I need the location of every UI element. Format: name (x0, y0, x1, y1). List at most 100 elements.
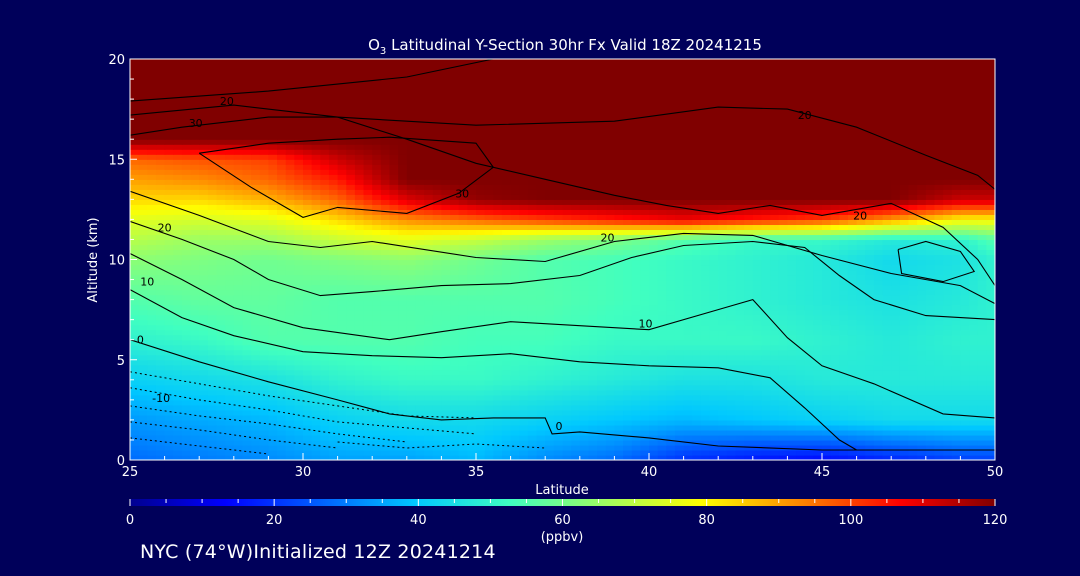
heat-cell (752, 379, 763, 386)
heat-cell (510, 264, 520, 271)
heat-cell (977, 359, 987, 366)
heat-cell (173, 354, 183, 361)
heat-cell (562, 334, 572, 341)
heat-cell (320, 339, 330, 346)
heat-cell (908, 289, 918, 296)
heat-cell (173, 389, 183, 396)
heat-cell (303, 334, 313, 341)
heat-cell (735, 279, 745, 286)
heat-cell (190, 269, 200, 276)
heat-cell (692, 224, 702, 231)
heat-cell (328, 239, 339, 246)
heat-cell (657, 239, 667, 246)
heat-cell (891, 234, 901, 241)
heat-cell (891, 299, 901, 306)
heat-cell (631, 254, 641, 261)
heat-cell (233, 429, 244, 436)
heat-cell (597, 389, 607, 396)
heat-cell (155, 359, 166, 366)
heat-cell (320, 224, 330, 231)
heat-cell (458, 319, 468, 326)
heat-cell (311, 449, 321, 456)
heat-cell (328, 429, 339, 436)
heat-cell (796, 249, 806, 256)
heat-cell (493, 379, 503, 386)
heat-cell (943, 294, 953, 301)
heat-cell (571, 269, 581, 276)
heat-cell (623, 454, 633, 460)
heat-cell (501, 274, 512, 281)
heat-cell (726, 449, 737, 456)
heat-cell (726, 274, 737, 281)
heat-cell (597, 424, 607, 431)
heat-cell (649, 329, 659, 336)
heat-cell (787, 294, 797, 301)
heat-cell (476, 269, 486, 276)
heat-cell (588, 354, 598, 361)
heat-cell (908, 334, 918, 341)
heat-cell (501, 449, 512, 456)
heat-cell (138, 229, 148, 236)
heat-cell (553, 239, 564, 246)
heat-cell (233, 264, 244, 271)
heat-cell (562, 299, 572, 306)
heat-cell (969, 284, 979, 291)
heat-cell (657, 374, 667, 381)
heat-cell (277, 389, 287, 396)
heat-cell (674, 224, 685, 231)
heat-cell (925, 439, 936, 446)
heat-cell (873, 209, 884, 215)
heat-cell (623, 289, 633, 296)
heat-cell (718, 449, 728, 456)
heat-cell (155, 309, 166, 316)
heat-cell (389, 309, 399, 316)
heat-cell (251, 399, 261, 406)
heat-cell (207, 329, 218, 336)
heat-cell (830, 354, 840, 361)
heat-cell (337, 404, 347, 411)
heat-cell (450, 444, 460, 451)
heat-cell (597, 349, 607, 356)
heat-cell (545, 274, 555, 281)
heat-cell (917, 324, 927, 331)
heat-cell (190, 254, 200, 261)
heat-cell (190, 294, 200, 301)
heat-cell (735, 244, 745, 251)
heat-cell (225, 444, 235, 451)
heat-cell (657, 344, 667, 351)
heat-cell (951, 369, 961, 376)
heat-cell (225, 359, 235, 366)
heat-cell (761, 369, 771, 376)
heat-cell (744, 249, 754, 256)
heat-cell (484, 224, 494, 231)
heat-cell (934, 404, 944, 411)
heat-cell (268, 454, 278, 460)
heat-cell (839, 219, 849, 226)
heat-cell (969, 259, 979, 266)
heat-cell (623, 374, 633, 381)
heat-cell (406, 354, 417, 361)
heat-cell (562, 324, 572, 331)
heat-cell (873, 249, 884, 256)
heat-cell (899, 249, 910, 256)
heat-cell (424, 439, 434, 446)
heat-cell (441, 309, 451, 316)
heat-cell (882, 439, 892, 446)
heat-cell (960, 384, 970, 391)
heat-cell (778, 409, 788, 416)
heat-cell (925, 359, 936, 366)
heat-cell (155, 314, 166, 321)
heat-cell (311, 344, 321, 351)
heat-cell (709, 414, 719, 421)
heat-cell (415, 444, 425, 451)
heat-cell (467, 304, 477, 311)
heat-cell (718, 444, 728, 451)
heat-cell (752, 359, 763, 366)
heat-cell (199, 389, 209, 396)
heat-cell (822, 264, 832, 271)
heat-cell (527, 384, 538, 391)
heat-cell (311, 439, 321, 446)
heat-cell (553, 379, 564, 386)
heat-cell (536, 384, 546, 391)
heat-cell (726, 454, 737, 460)
